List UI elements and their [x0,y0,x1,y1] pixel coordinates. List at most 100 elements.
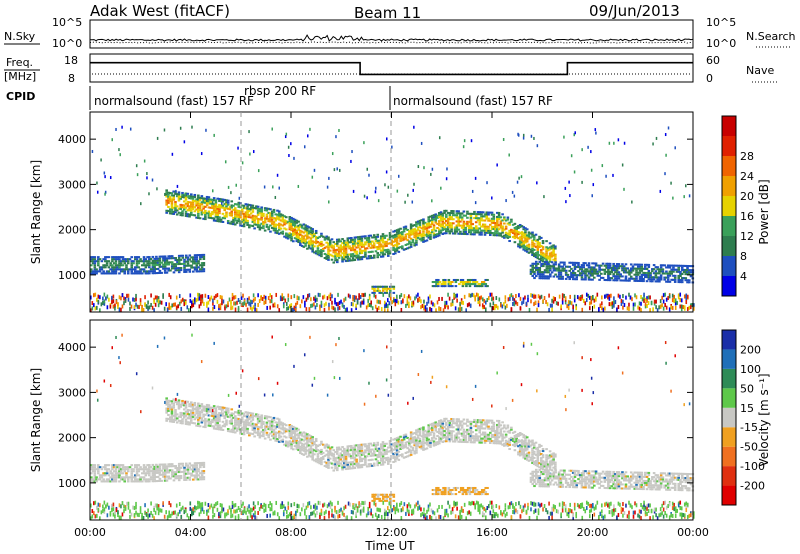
power-pixel [373,289,376,292]
power-pixel [221,200,225,203]
power-pixel [125,266,128,269]
power-pixel [460,216,464,219]
power-pixel [255,217,258,220]
power-pixel [649,276,652,279]
velocity-pixel [439,419,443,422]
power-pixel [573,170,576,174]
power-pixel [540,262,543,266]
power-pixel [684,277,688,280]
power-pixel [588,295,591,300]
power-pixel [642,267,645,270]
power-pixel [381,255,385,258]
power-pixel [363,194,366,198]
velocity-pixel [372,452,376,455]
power-pixel [126,262,130,265]
power-pixel [673,264,677,267]
velocity-pixel [341,454,344,457]
power-pixel [105,264,109,267]
velocity-pixel [233,415,237,418]
power-pixel [670,181,672,185]
power-pixel [376,299,379,304]
power-pixel [111,270,114,273]
velocity-pixel [351,450,355,453]
velocity-pixel [415,447,418,450]
power-pixel [487,229,490,232]
power-pixel [383,236,387,240]
power-pixel [430,218,434,221]
power-pixel [671,305,674,310]
power-pixel [496,222,499,225]
power-pixel [430,307,433,312]
power-pixel [545,250,548,253]
power-pixel [524,247,527,250]
velocity-pixel [358,443,362,446]
power-pixel [376,287,380,290]
power-pixel [455,226,459,229]
power-pixel [520,235,524,238]
power-pixel [288,220,292,223]
velocity-pixel [200,421,204,424]
velocity-pixel [209,420,212,423]
power-pixel [319,293,321,298]
velocity-pixel [367,459,371,462]
power-pixel [662,293,665,298]
power-pixel [395,243,399,246]
velocity-pixel [418,446,422,449]
velocity-pixel [357,454,360,457]
power-pixel [98,266,102,269]
power-pixel [649,272,652,275]
velocity-pixel [436,441,439,444]
power-pixel [144,260,148,263]
power-pixel [584,270,587,273]
power-pixel [541,263,545,266]
power-pixel [297,220,300,223]
velocity-pixel [314,446,318,449]
power-pixel [685,184,687,188]
noise-tick-right-bottom: 10^0 [706,37,736,50]
power-pixel [178,301,181,306]
power-pixel [531,241,534,244]
power-pixel [531,247,534,250]
power-pixel [366,196,368,200]
velocity-pixel [379,447,383,450]
power-pixel [156,267,160,270]
power-pixel [552,269,556,272]
power-pixel [126,272,130,275]
velocity-pixel [253,415,256,418]
velocity-pixel [200,419,204,422]
power-pixel [307,226,311,229]
power-pixel [559,271,563,274]
velocity-pixel [408,442,411,445]
velocity-pixel [286,429,290,432]
power-pixel [388,250,392,253]
power-pixel [640,267,644,270]
power-pixel [144,264,148,267]
velocity-pixel [272,433,276,436]
power-pixel [441,232,445,236]
power-pixel [357,258,360,261]
power-pixel [293,294,296,299]
power-pixel [176,184,179,188]
power-pixel [472,293,475,298]
power-pixel [123,258,127,261]
power-pixel [170,198,174,201]
power-pixel [200,203,204,206]
power-pixel [355,236,358,239]
velocity-pixel [269,422,272,425]
power-pixel [344,251,348,254]
velocity-pixel [394,443,397,447]
power-pixel [480,219,483,222]
power-pixel [237,146,239,150]
velocity-pixel [170,420,174,423]
power-pixel [608,141,611,145]
power-pixel [90,270,93,273]
power-pixel [155,267,158,271]
power-pixel [111,295,113,300]
velocity-pixel [288,432,292,435]
power-pixel [488,233,492,237]
power-pixel [563,269,566,272]
velocity-pixel [193,414,197,417]
power-pixel [184,192,188,195]
power-pixel [376,241,380,244]
power-pixel [401,245,404,248]
